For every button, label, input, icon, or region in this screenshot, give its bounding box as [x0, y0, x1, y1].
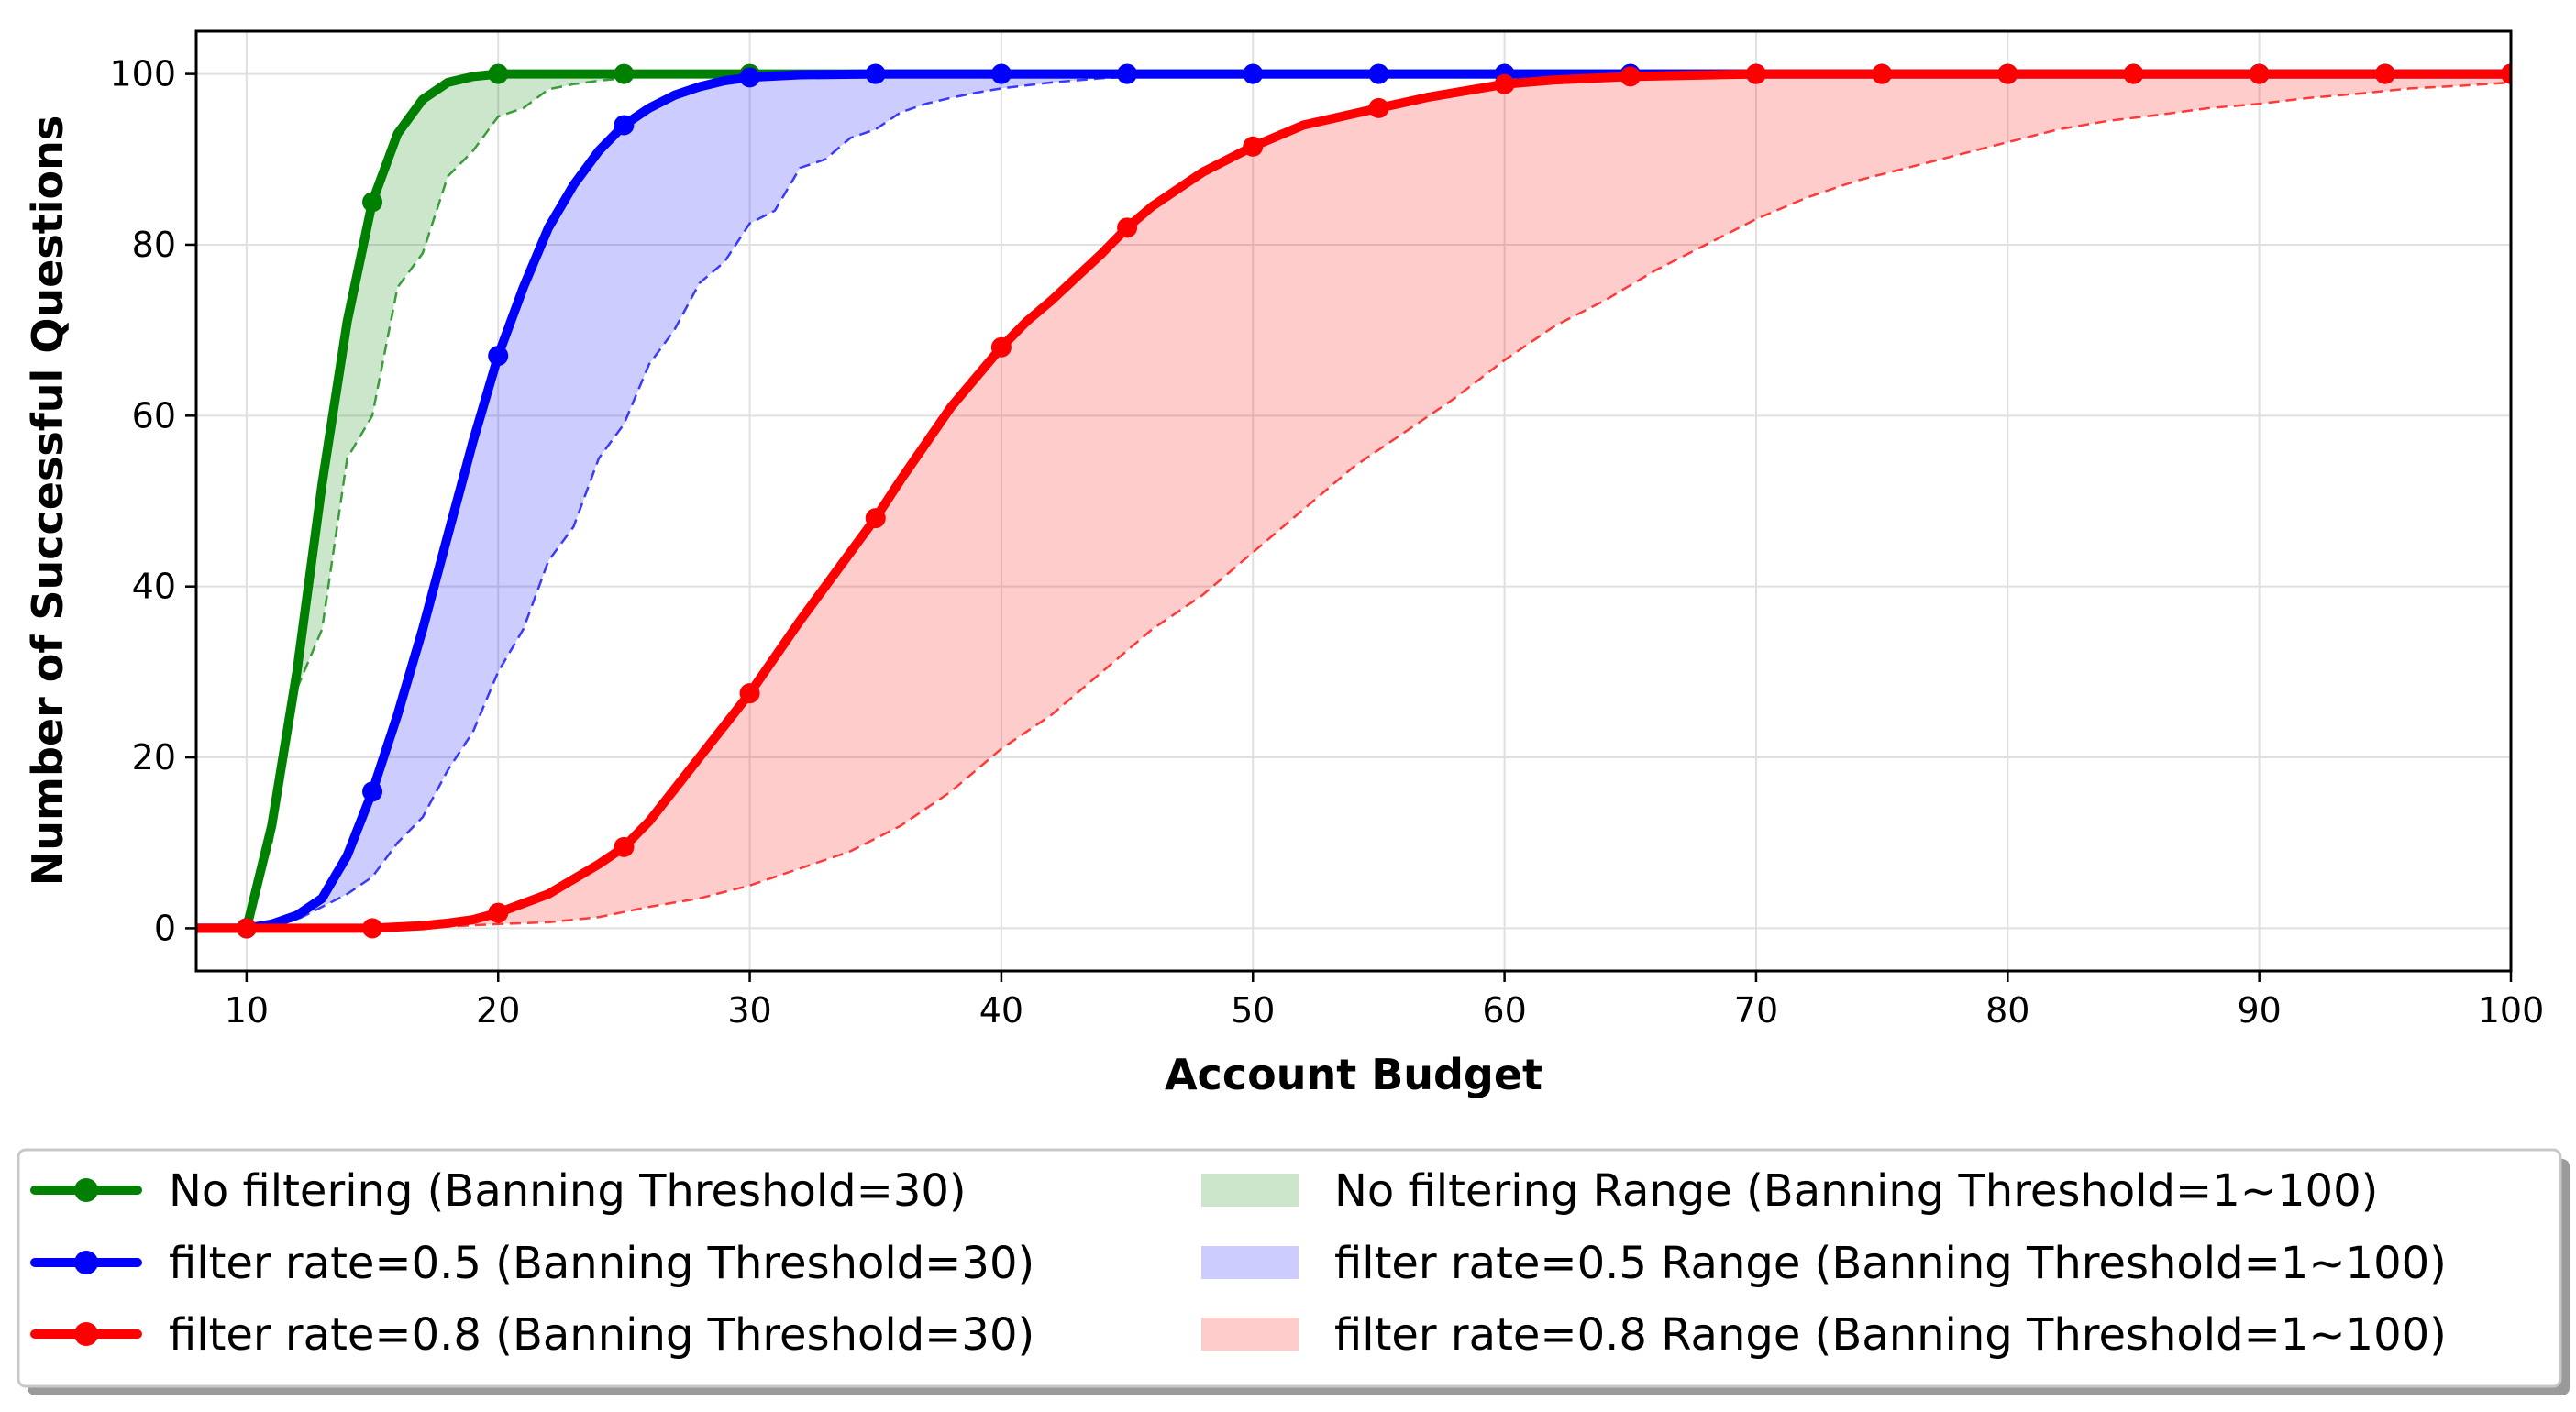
series-lines: [196, 63, 2511, 939]
data-point: [865, 508, 886, 529]
series-line: [196, 69, 2511, 933]
legend-label: filter rate=0.5 (Banning Threshold=30): [169, 1238, 1034, 1289]
data-point: [1494, 73, 1515, 94]
data-point: [488, 63, 509, 84]
legend-label: No filtering (Banning Threshold=30): [169, 1165, 967, 1217]
legend-label: filter rate=0.8 (Banning Threshold=30): [169, 1309, 1034, 1361]
x-tick-label: 40: [979, 990, 1023, 1031]
x-tick-label: 90: [2237, 990, 2281, 1031]
data-point: [1243, 63, 1264, 84]
data-point: [1872, 63, 1893, 84]
range-lower-bound-line: [196, 81, 2511, 930]
x-tick-label: 80: [1985, 990, 2029, 1031]
data-point: [1620, 66, 1641, 87]
data-point: [362, 192, 383, 213]
y-tick-label: 20: [132, 737, 176, 778]
range-band: [196, 73, 2511, 929]
data-point: [990, 336, 1012, 358]
data-point: [1745, 63, 1766, 84]
x-axis-label: Account Budget: [1165, 1050, 1542, 1099]
data-point: [2123, 63, 2144, 84]
legend-marker-swatch: [74, 1322, 98, 1346]
legend-label: filter rate=0.8 Range (Banning Threshold…: [1334, 1309, 2447, 1361]
range-lower-bound-line: [196, 72, 2511, 930]
legend-marker-swatch: [74, 1178, 98, 1202]
legend-range-swatch: [1201, 1174, 1299, 1207]
x-tick-label: 70: [1734, 990, 1778, 1031]
data-point: [2501, 63, 2511, 84]
x-tick-label: 30: [727, 990, 771, 1031]
data-point: [1243, 136, 1264, 157]
y-tick-label: 60: [132, 395, 176, 436]
data-point: [739, 67, 760, 88]
data-point: [865, 63, 886, 84]
data-point: [614, 63, 635, 84]
data-point: [488, 902, 509, 923]
data-point: [362, 781, 383, 802]
data-point: [990, 63, 1012, 84]
data-point: [614, 115, 635, 136]
data-point: [2374, 63, 2395, 84]
x-tick-label: 20: [476, 990, 520, 1031]
legend: No filtering (Banning Threshold=30) filte…: [17, 1148, 2570, 1395]
axis-ticks: 10 20 30 40 50 60 70 80 90 100 0 20 40 60 80 100: [109, 54, 2544, 1031]
x-tick-label: 50: [1231, 990, 1275, 1031]
y-tick-label: 0: [154, 908, 176, 948]
y-tick-label: 80: [132, 225, 176, 265]
y-tick-label: 100: [109, 54, 176, 94]
x-tick-label: 10: [225, 990, 269, 1031]
x-tick-label: 100: [2478, 990, 2545, 1031]
y-axis-label: Number of Successful Questions: [23, 116, 72, 886]
legend-label: No filtering Range (Banning Threshold=1~…: [1334, 1165, 2378, 1217]
data-point: [236, 918, 257, 939]
legend-label: filter rate=0.5 Range (Banning Threshold…: [1334, 1238, 2447, 1289]
data-point: [1117, 217, 1138, 238]
x-tick-label: 60: [1482, 990, 1526, 1031]
legend-frame: [17, 1148, 2562, 1388]
legend-marker-swatch: [74, 1251, 98, 1274]
legend-range-swatch: [1201, 1318, 1299, 1351]
plot-frame: [194, 29, 2513, 973]
data-point: [1997, 63, 2018, 84]
data-point: [1368, 97, 1389, 118]
legend-entries: No filtering (Banning Threshold=30) filte…: [30, 1165, 2447, 1361]
data-point: [739, 683, 760, 704]
data-point: [1117, 63, 1138, 84]
y-tick-label: 40: [132, 567, 176, 607]
legend-range-swatch: [1201, 1246, 1299, 1279]
data-point: [1368, 63, 1389, 84]
data-point: [488, 346, 509, 367]
range-band: [196, 73, 2511, 929]
data-point: [2249, 63, 2270, 84]
data-point: [362, 918, 383, 939]
data-point: [614, 836, 635, 857]
